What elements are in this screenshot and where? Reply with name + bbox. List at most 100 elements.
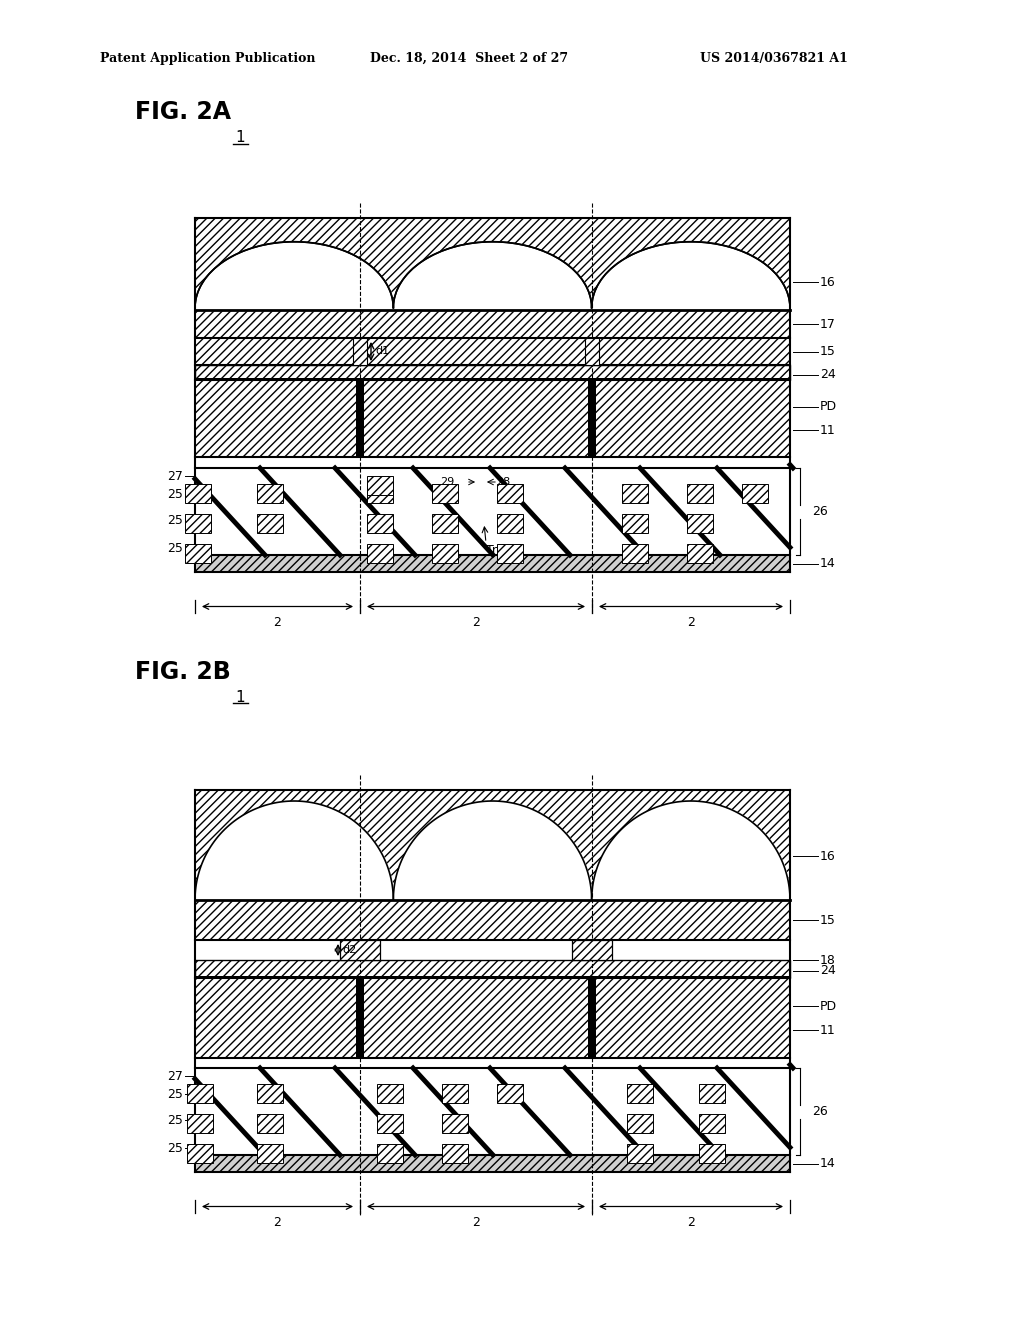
Bar: [622, 513, 648, 533]
Bar: [627, 1084, 653, 1104]
Text: 24: 24: [820, 368, 836, 381]
Bar: [497, 513, 523, 533]
Bar: [195, 554, 790, 572]
Bar: [195, 338, 790, 366]
Bar: [195, 380, 790, 457]
Bar: [187, 1114, 213, 1133]
Text: 16: 16: [820, 276, 836, 289]
Bar: [353, 338, 367, 366]
Text: 27: 27: [167, 1069, 183, 1082]
Text: Dec. 18, 2014  Sheet 2 of 27: Dec. 18, 2014 Sheet 2 of 27: [370, 51, 568, 65]
Bar: [588, 978, 596, 1059]
Bar: [195, 900, 790, 940]
Text: 18: 18: [820, 953, 836, 966]
Bar: [257, 513, 283, 533]
Text: 25: 25: [167, 487, 183, 500]
Text: 27: 27: [167, 470, 183, 483]
Bar: [187, 1144, 213, 1163]
Bar: [195, 218, 790, 310]
Text: 2: 2: [472, 1216, 480, 1229]
Bar: [497, 484, 523, 503]
Bar: [497, 1084, 523, 1104]
Bar: [257, 1114, 283, 1133]
Bar: [367, 477, 393, 495]
Text: 2: 2: [687, 616, 695, 630]
Text: 2: 2: [273, 1216, 282, 1229]
Text: FIG. 2A: FIG. 2A: [135, 100, 231, 124]
Text: 28: 28: [496, 477, 510, 487]
Text: 15: 15: [820, 913, 836, 927]
Bar: [195, 1155, 790, 1172]
Text: 29: 29: [439, 477, 454, 487]
Bar: [195, 310, 790, 338]
Text: Patent Application Publication: Patent Application Publication: [100, 51, 315, 65]
Bar: [588, 380, 596, 457]
Text: 11: 11: [820, 1023, 836, 1036]
Text: 2: 2: [472, 616, 480, 630]
Bar: [687, 513, 713, 533]
Bar: [367, 484, 393, 503]
Bar: [687, 484, 713, 503]
Bar: [377, 1084, 403, 1104]
Bar: [742, 484, 768, 503]
Bar: [257, 1084, 283, 1104]
Text: 26: 26: [812, 1105, 827, 1118]
Text: 24: 24: [820, 965, 836, 978]
Text: 25: 25: [167, 1142, 183, 1155]
Text: Tr: Tr: [485, 544, 497, 557]
Text: PD: PD: [820, 999, 838, 1012]
Bar: [185, 513, 211, 533]
Text: 25: 25: [167, 1088, 183, 1101]
Bar: [622, 484, 648, 503]
Bar: [195, 978, 790, 1059]
Bar: [377, 1144, 403, 1163]
Text: 16: 16: [820, 850, 836, 862]
Bar: [257, 1144, 283, 1163]
Bar: [185, 544, 211, 564]
Text: 2: 2: [273, 616, 282, 630]
Bar: [699, 1084, 725, 1104]
Bar: [699, 1144, 725, 1163]
Bar: [585, 338, 599, 366]
Text: 25: 25: [167, 541, 183, 554]
Text: d2: d2: [342, 945, 356, 954]
Text: 1: 1: [234, 129, 245, 145]
Bar: [367, 544, 393, 564]
Text: PD: PD: [820, 400, 838, 413]
Bar: [687, 544, 713, 564]
Text: 14: 14: [820, 1158, 836, 1170]
Bar: [432, 544, 458, 564]
Bar: [195, 378, 790, 381]
Bar: [627, 1144, 653, 1163]
Bar: [195, 975, 790, 979]
Text: 11: 11: [820, 424, 836, 437]
Bar: [699, 1114, 725, 1133]
Bar: [187, 1084, 213, 1104]
Bar: [442, 1114, 468, 1133]
Bar: [442, 1144, 468, 1163]
Bar: [257, 484, 283, 503]
Bar: [432, 513, 458, 533]
Bar: [432, 484, 458, 503]
Bar: [195, 469, 790, 554]
Bar: [497, 544, 523, 564]
Text: 25: 25: [167, 513, 183, 527]
Text: 1: 1: [234, 690, 245, 705]
Text: d1: d1: [375, 346, 389, 356]
Bar: [185, 484, 211, 503]
Bar: [572, 940, 612, 960]
Bar: [195, 960, 790, 978]
Text: 2: 2: [687, 1216, 695, 1229]
Text: 14: 14: [820, 557, 836, 570]
Bar: [195, 789, 790, 900]
Text: US 2014/0367821 A1: US 2014/0367821 A1: [700, 51, 848, 65]
Bar: [195, 366, 790, 380]
Bar: [356, 380, 364, 457]
Text: FIG. 2B: FIG. 2B: [135, 660, 230, 684]
Bar: [195, 1068, 790, 1155]
Bar: [622, 544, 648, 564]
Bar: [356, 978, 364, 1059]
Bar: [340, 940, 380, 960]
Text: 26: 26: [812, 506, 827, 517]
Bar: [377, 1114, 403, 1133]
